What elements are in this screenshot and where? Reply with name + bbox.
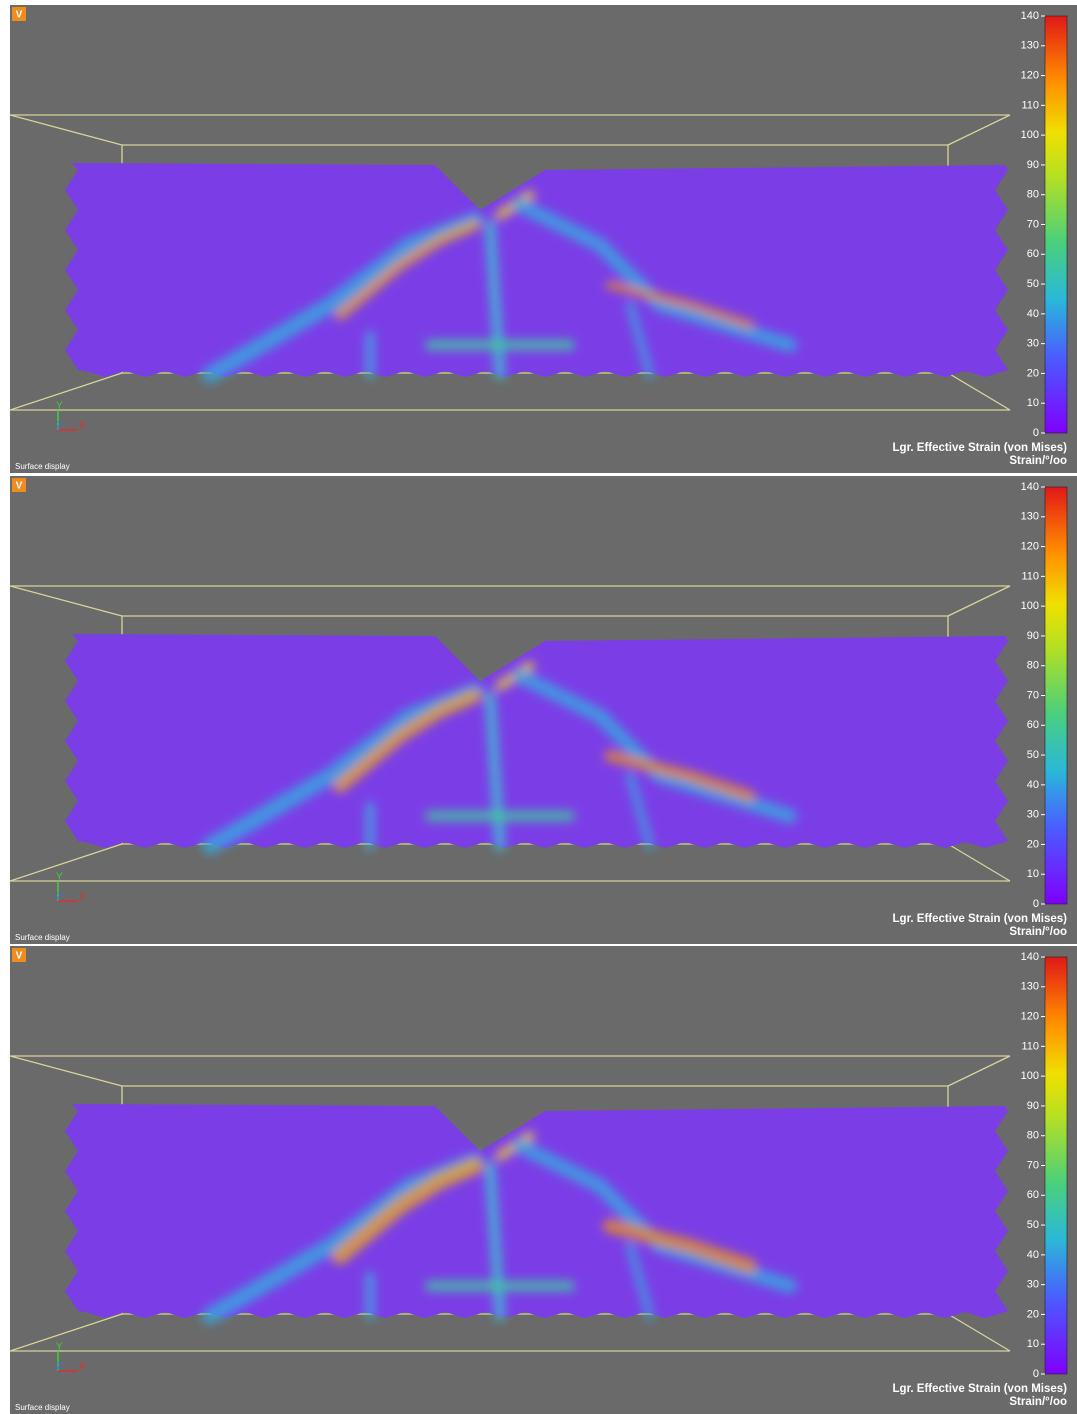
colorbar-tick-label: 10 [1027,397,1039,409]
colorbar-tick-label: 50 [1027,1219,1039,1231]
colorbar-tick-label: 40 [1027,1249,1039,1261]
colorbar-tick-label: 30 [1027,809,1039,821]
axis-x-label: X [79,892,86,903]
colorbar-tick-label: 130 [1021,511,1039,523]
colorbar-unit: Strain/°/oo [1009,1396,1067,1408]
colorbar-tick-label: 130 [1021,40,1039,52]
colorbar-tick-label: 70 [1027,218,1039,230]
colorbar-tick-label: 30 [1027,338,1039,350]
colorbar-tick-label: 70 [1027,689,1039,701]
colorbar-tick-label: 100 [1021,129,1039,141]
colorbar-tick-label: 110 [1021,570,1039,582]
colorbar-tick-label: 10 [1027,868,1039,880]
colorbar-tick-label: 90 [1027,630,1039,642]
colorbar-tick-label: 0 [1033,898,1039,910]
colorbar-tick-label: 100 [1021,1070,1039,1082]
colorbar-tick-label: 80 [1027,1130,1039,1142]
colorbar-tick-label: 40 [1027,779,1039,791]
colorbar-tick-label: 0 [1033,1368,1039,1380]
colorbar-tick-label: 140 [1021,951,1039,963]
colorbar-tick-label: 30 [1027,1279,1039,1291]
axis-z-label: Z [56,892,62,903]
footer: Surface display [15,462,70,471]
axis-y-label: Y [56,1342,63,1353]
colorbar-tick-label: 80 [1027,189,1039,201]
colorbar-unit: Strain/°/oo [1009,926,1067,938]
footer: Surface display [15,933,70,942]
axis-z-label: Z [56,421,62,432]
colorbar-tick-label: 0 [1033,427,1039,439]
colorbar-tick-label: 120 [1021,69,1039,81]
colorbar-tick-label: 90 [1027,1100,1039,1112]
colorbar-tick-label: 80 [1027,660,1039,672]
badge: V [16,951,23,962]
colorbar-tick-label: 50 [1027,749,1039,761]
colorbar-tick-label: 130 [1021,981,1039,993]
colorbar-title: Lgr. Effective Strain (von Mises) [893,913,1068,925]
viewport: V 0 10 20 30 40 50 60 70 80 90 100 110 120 130 140 Lgr. … [10,946,1077,1414]
colorbar-title: Lgr. Effective Strain (von Mises) [893,442,1068,454]
axis-x-label: X [79,1362,86,1373]
colorbar-tick-label: 100 [1021,600,1039,612]
viewport: V 0 10 20 30 40 50 60 70 80 90 100 110 120 130 140 Lgr. … [10,476,1077,944]
colorbar-tick-label: 40 [1027,308,1039,320]
footer: Surface display [15,1403,70,1412]
badge: V [16,10,23,21]
colorbar-tick-label: 120 [1021,1010,1039,1022]
colorbar [1045,16,1067,433]
colorbar-tick-label: 60 [1027,1189,1039,1201]
colorbar-tick-label: 50 [1027,278,1039,290]
colorbar-tick-label: 140 [1021,481,1039,493]
colorbar-unit: Strain/°/oo [1009,455,1067,467]
viewport: V 0 10 20 30 40 50 60 70 80 90 100 110 120 130 140 Lgr. … [10,5,1077,473]
axis-x-label: X [79,421,86,432]
colorbar-tick-label: 60 [1027,248,1039,260]
colorbar-tick-label: 20 [1027,838,1039,850]
colorbar-tick-label: 120 [1021,540,1039,552]
colorbar-title: Lgr. Effective Strain (von Mises) [893,1383,1068,1395]
colorbar-tick-label: 140 [1021,10,1039,22]
colorbar-tick-label: 90 [1027,159,1039,171]
badge: V [16,481,23,492]
axis-z-label: Z [56,1362,62,1373]
colorbar-tick-label: 20 [1027,1308,1039,1320]
figure: V0102030405060708090100110120130140Lgr. … [0,0,1077,1414]
colorbar-tick-label: 70 [1027,1159,1039,1171]
colorbar [1045,957,1067,1374]
colorbar-tick-label: 10 [1027,1338,1039,1350]
colorbar-tick-label: 20 [1027,367,1039,379]
colorbar-tick-label: 60 [1027,719,1039,731]
axis-y-label: Y [56,401,63,412]
colorbar-tick-label: 110 [1021,99,1039,111]
axis-y-label: Y [56,872,63,883]
colorbar-tick-label: 110 [1021,1040,1039,1052]
colorbar [1045,487,1067,904]
